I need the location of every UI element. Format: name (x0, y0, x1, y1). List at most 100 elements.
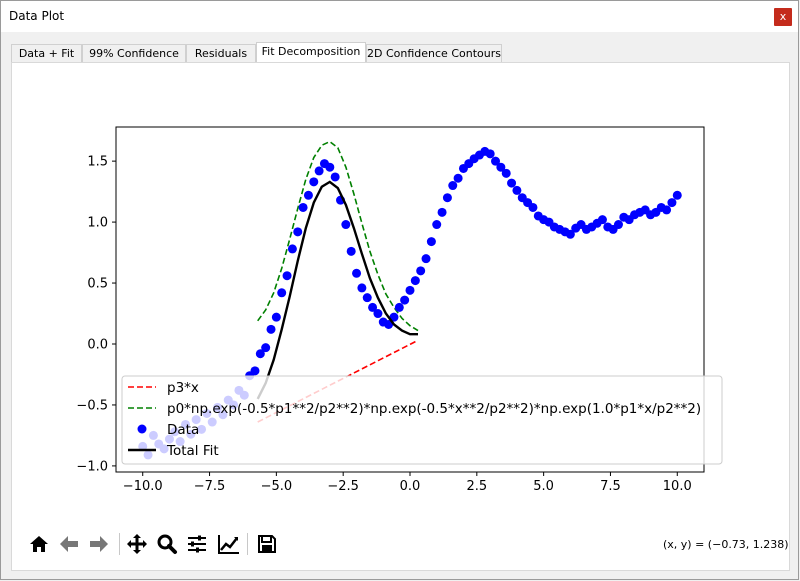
data-point (667, 198, 677, 208)
tab-99-confidence[interactable]: 99% Confidence (82, 44, 186, 63)
y-tick-label: 0.5 (87, 277, 108, 292)
data-point (261, 343, 271, 353)
data-point (287, 244, 297, 254)
back-icon (60, 536, 78, 552)
data-point (325, 162, 335, 172)
data-point (255, 349, 265, 359)
legend-marker (137, 424, 147, 434)
x-tick-label: −7.5 (194, 479, 226, 494)
data-point (496, 162, 506, 172)
data-point (341, 220, 351, 230)
pan-button[interactable] (124, 531, 150, 557)
edit-axis-button[interactable] (216, 531, 242, 557)
forward-icon (90, 536, 108, 552)
zoom-icon (157, 534, 177, 554)
x-tick-label: 5.0 (533, 479, 554, 494)
back-button[interactable] (56, 531, 82, 557)
tab-residuals[interactable]: Residuals (186, 44, 256, 63)
x-tick-label: 10.0 (663, 479, 692, 494)
window-title: Data Plot (9, 9, 65, 23)
data-point (410, 276, 420, 286)
data-point (277, 288, 287, 298)
home-icon (30, 536, 48, 552)
data-point (485, 149, 495, 159)
chart: −10.0 −7.5 −5.0 −2.5 0.0 2.5 5.0 7.5 10.0 −1.0 −0.… (76, 126, 723, 494)
data-point (672, 190, 682, 200)
data-point (421, 254, 431, 264)
configure-subplots-icon (188, 535, 206, 553)
y-tick-label: −1.0 (76, 459, 108, 474)
data-point (437, 207, 447, 217)
y-tick-label: 1.5 (87, 155, 108, 170)
legend-label: p3*x (167, 380, 199, 396)
data-point (394, 302, 404, 312)
title-bar: Data Plot x (1, 1, 798, 32)
data-point (266, 324, 276, 334)
x-tick-label: −5.0 (261, 479, 293, 494)
save-button[interactable] (254, 531, 280, 557)
legend-label: p0*np.exp(-0.5*p1**2/p2**2)*np.exp(-0.5*… (167, 401, 701, 417)
data-point (501, 168, 511, 178)
tab-2d-confidence-contours[interactable]: 2D Confidence Contours (366, 44, 502, 63)
data-point (662, 205, 672, 215)
data-point (528, 202, 538, 212)
axis-ticks: −10.0 −7.5 −5.0 −2.5 0.0 2.5 5.0 7.5 10.0 −1.0 −0.… (76, 155, 691, 494)
y-tick-label: −0.5 (76, 398, 108, 413)
data-point (298, 202, 308, 212)
data-point (303, 190, 313, 200)
data-point (309, 177, 319, 187)
data-point (512, 185, 522, 195)
data-point (597, 215, 607, 225)
legend-box (121, 375, 723, 465)
data-point (400, 295, 410, 305)
data-point (357, 283, 367, 293)
tab-data-fit[interactable]: Data + Fit (11, 44, 82, 63)
data-point (613, 220, 623, 230)
x-tick-label: −10.0 (123, 479, 163, 494)
legend-label: Total Fit (166, 443, 219, 459)
zoom-button[interactable] (154, 531, 180, 557)
y-tick-label: 1.0 (87, 216, 108, 231)
data-point (293, 227, 303, 237)
data-point (448, 181, 458, 191)
data-point (362, 293, 372, 303)
data-point (442, 193, 452, 203)
home-button[interactable] (26, 531, 52, 557)
data-point (565, 229, 575, 239)
cursor-coordinates: (x, y) = (−0.73, 1.238) (663, 538, 789, 551)
save-icon (258, 535, 276, 553)
x-tick-label: −2.5 (327, 479, 359, 494)
data-point (373, 309, 383, 319)
edit-axis-icon (218, 535, 239, 554)
x-tick-label: 7.5 (600, 479, 621, 494)
data-point (453, 173, 463, 183)
chart-marks (138, 140, 682, 460)
pan-icon (127, 534, 147, 554)
y-tick-label: 0.0 (87, 337, 108, 352)
data-point (507, 178, 517, 188)
data-point (271, 312, 281, 322)
legend: p3*x p0*np.exp(-0.5*p1**2/p2**2)*np.exp(-… (121, 375, 723, 465)
x-tick-label: 0.0 (400, 479, 421, 494)
data-point (352, 268, 362, 278)
data-point (368, 302, 378, 312)
data-point (314, 166, 324, 176)
x-tick-label: 2.5 (466, 479, 487, 494)
data-point (432, 220, 442, 230)
data-point (346, 246, 356, 256)
data-point (416, 266, 426, 276)
data-point (282, 271, 292, 281)
close-button[interactable]: x (774, 8, 792, 26)
configure-subplots-button[interactable] (184, 531, 210, 557)
data-point (250, 366, 260, 376)
gaussian-component-line (257, 140, 419, 332)
data-point (491, 156, 501, 166)
forward-button[interactable] (86, 531, 112, 557)
legend-label: Data (167, 422, 199, 438)
data-point (405, 285, 415, 295)
data-point (330, 172, 340, 182)
data-point (426, 237, 436, 247)
tab-fit-decomposition[interactable]: Fit Decomposition (256, 42, 366, 64)
total-fit-line (256, 180, 418, 400)
